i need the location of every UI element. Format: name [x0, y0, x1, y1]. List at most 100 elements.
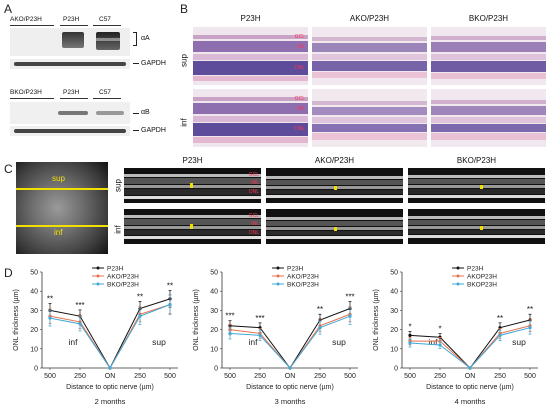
fundus-label-sup: sup [52, 174, 65, 183]
data-point [138, 314, 142, 318]
legend-marker [96, 282, 100, 286]
x-tick-label: 500 [404, 373, 416, 380]
significance-label: ** [317, 305, 323, 314]
blot2-alphaB-tick [133, 113, 139, 114]
region-label-sup: sup [512, 337, 526, 347]
oct-row-sup: sup [113, 179, 123, 192]
chart-title: 3 months [275, 397, 306, 406]
y-tick-label: 20 [30, 327, 38, 334]
legend-marker [276, 266, 280, 270]
legend-label: P23H [467, 266, 484, 273]
data-point [228, 331, 232, 336]
histo-layer-onl: ONL [294, 65, 305, 71]
y-tick-label: 50 [30, 270, 38, 277]
region-label-inf: inf [69, 337, 79, 347]
significance-label: ** [497, 314, 503, 323]
blot1-alphaA-membrane [10, 28, 130, 56]
region-label-sup: sup [152, 337, 166, 347]
significance-label: ** [137, 292, 143, 301]
histo-col-ako: AKO/P23H [349, 14, 390, 23]
data-point [258, 333, 262, 337]
region-label-inf: inf [429, 337, 439, 347]
chart-title: 2 months [95, 397, 126, 406]
data-point [348, 314, 352, 318]
x-axis-label: Distance to optic nerve (µm) [246, 384, 334, 391]
blot1-top-underline [10, 25, 54, 26]
legend-label: P23H [107, 266, 124, 273]
blot1-gapdh-membrane [10, 59, 130, 69]
x-tick-label: ON [285, 373, 296, 380]
oct-bko-inf [408, 209, 545, 244]
blot2-alphaB-membrane [10, 102, 130, 124]
blot1-gapdh-tick [133, 63, 139, 64]
data-point [78, 322, 82, 326]
oct-layer-inl: INL [251, 180, 259, 186]
legend-label: AKO/P23H [107, 274, 139, 281]
blot2-top-underline [10, 98, 54, 99]
legend-marker [96, 266, 100, 270]
histo-col-bko: BKO/P23H [468, 14, 509, 23]
x-tick-label: ON [105, 373, 116, 380]
oct-layer-onl-inf: ONL [248, 230, 259, 236]
data-point [528, 326, 532, 330]
data-point [408, 333, 412, 337]
histo-layer-gcl-inf: GCL [294, 96, 305, 102]
data-point [168, 303, 172, 307]
y-tick-label: 40 [210, 289, 218, 296]
chart-4-months: 0 10 20 30 40 50 500 250 ON 250 500 Distance to opt… [373, 266, 538, 406]
y-tick-label: 50 [390, 270, 398, 277]
series-line [49, 298, 171, 370]
blot1-lane-c57: C57 [99, 16, 111, 23]
panel-a-letter: A [4, 2, 13, 16]
histo-bko-inf [431, 89, 546, 147]
legend-marker [276, 274, 280, 278]
x-axis-label: Distance to optic nerve (µm) [66, 384, 154, 391]
oct-layer-onl: ONL [248, 189, 259, 195]
blot2-loading-label: GAPDH [141, 127, 166, 134]
blot1-lane-p23h: P23H [63, 16, 80, 23]
y-tick-label: 30 [30, 308, 38, 315]
y-tick-label: 40 [390, 289, 398, 296]
blot1-top-label: AKO/P23H [10, 16, 42, 23]
legend-label: BKO/P23H [107, 282, 139, 289]
oct-p23h-inf: GCL INL ONL [124, 209, 261, 244]
oct-layer-gcl: GCL [248, 172, 259, 178]
y-tick-label: 20 [210, 327, 218, 334]
x-tick-label: 500 [224, 373, 236, 380]
significance-label: *** [75, 301, 84, 310]
legend-label: BKO/P23H [287, 282, 319, 289]
y-axis-label: ONL thickness (µm) [193, 289, 200, 351]
x-tick-label: 500 [524, 373, 536, 380]
blot2-top-label: BKO/P23H [10, 89, 42, 96]
histo-col-p23h: P23H [240, 14, 261, 23]
histo-ako-inf [312, 89, 427, 147]
oct-bko-sup [408, 168, 545, 203]
x-tick-label: 250 [314, 373, 326, 380]
fundus-image: sup inf [16, 162, 108, 254]
data-point [288, 366, 292, 370]
legend-marker [456, 266, 460, 270]
oct-ako-inf [266, 209, 403, 244]
oct-ako-sup [266, 168, 403, 203]
blot1-lane-p23h-underline [60, 25, 88, 26]
oct-col-bko: BKO/P23H [456, 156, 497, 165]
x-tick-label: 250 [74, 373, 86, 380]
y-axis-label: ONL thickness (µm) [13, 289, 20, 351]
region-label-inf: inf [249, 337, 259, 347]
legend-label: AKOP23H [467, 274, 497, 281]
data-point [438, 343, 442, 347]
y-tick-label: 10 [30, 346, 38, 353]
legend-label: P23H [287, 266, 304, 273]
x-tick-label: 500 [44, 373, 56, 380]
chart-3-months: 0 10 20 30 40 50 500 250 ON 250 500 Distance to opt… [193, 266, 358, 406]
histo-bko-sup [431, 27, 546, 85]
blot2-gapdh-tick [133, 130, 139, 131]
significance-label: *** [255, 314, 264, 323]
x-tick-label: 500 [164, 373, 176, 380]
blot2-lane-p23h: P23H [63, 89, 80, 96]
histo-row-inf: inf [179, 118, 189, 127]
data-point [498, 333, 502, 337]
legend-marker [276, 282, 280, 286]
region-label-sup: sup [332, 337, 346, 347]
histo-layer-onl-inf: ONL [294, 126, 305, 132]
